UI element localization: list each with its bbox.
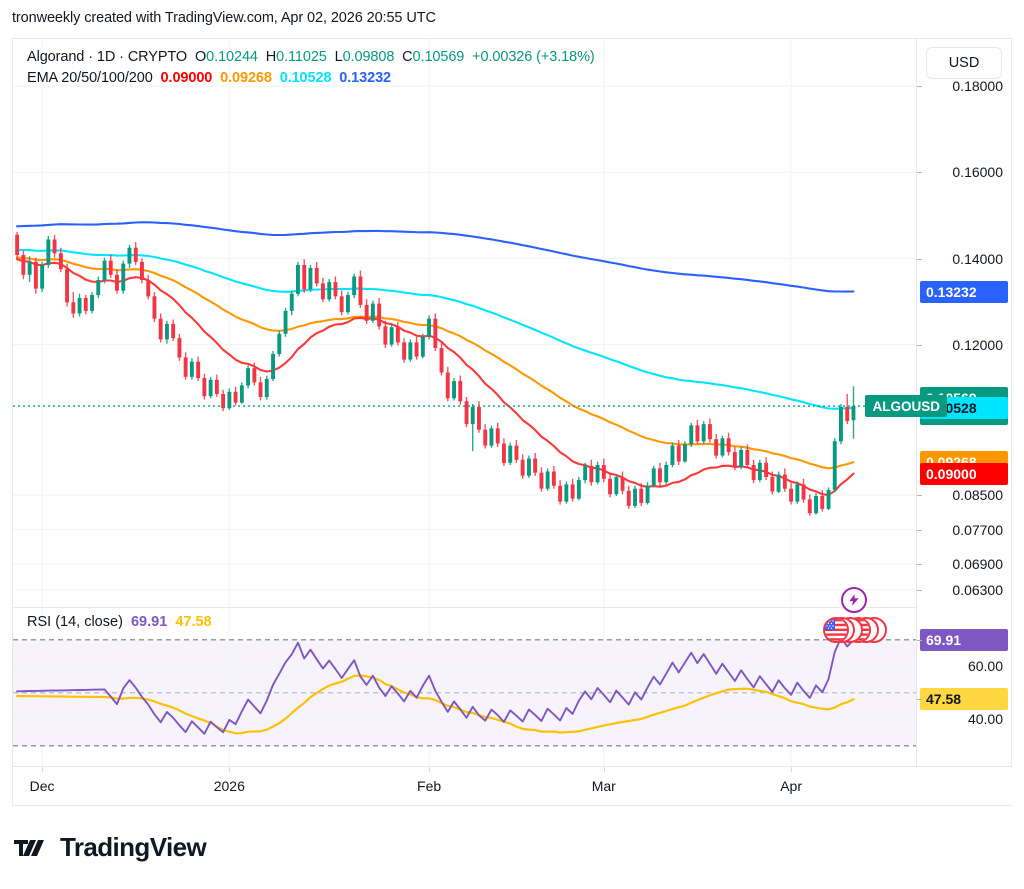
tag-value: 0.09000	[926, 465, 977, 482]
tag-value: 0.13232	[926, 283, 977, 300]
rsi-tick-label: 60.00	[967, 658, 1003, 675]
price-tick-label: 0.06900	[952, 556, 1003, 572]
price-tick-mark	[917, 495, 922, 497]
rsi-chart-canvas	[13, 608, 918, 767]
time-tick-label: Dec	[29, 778, 55, 794]
tradingview-logo: TradingView	[14, 832, 207, 863]
time-tick-label: 2026	[213, 778, 245, 794]
legend-symbol-name[interactable]: Algorand	[27, 49, 85, 65]
price-tick-label: 0.06300	[952, 581, 1003, 598]
ema200-tag[interactable]: 0.13232	[920, 280, 1008, 303]
rsi-tick-mark	[917, 699, 922, 701]
rsi-legend-value: 69.91	[130, 614, 168, 630]
legend-high-value: 0.11025	[276, 49, 327, 65]
tradingview-wordmark: TradingView	[60, 832, 207, 862]
price-tick-mark	[917, 258, 922, 260]
price-tick-label: 0.12000	[952, 336, 1003, 353]
rsi-pane[interactable]	[13, 608, 918, 767]
price-tick-label: 0.14000	[952, 250, 1003, 267]
legend-open-value: 0.10244	[206, 49, 258, 65]
chart-frame: ALGOUSD	[12, 38, 1013, 806]
price-chart-canvas	[13, 39, 918, 607]
price-tick-mark	[917, 172, 922, 174]
pane-divider	[13, 607, 918, 608]
time-tick-mark	[791, 767, 793, 772]
legend-open-key: O	[194, 49, 207, 65]
tag-value: 47.58	[926, 691, 962, 708]
price-tick-mark	[917, 529, 922, 531]
time-tick-label: Feb	[417, 778, 442, 794]
ema-legend[interactable]: EMA 20/50/100/200 0.09000 0.09268 0.1052…	[27, 70, 391, 86]
time-tick-label: Mar	[591, 778, 616, 794]
time-tick-mark	[229, 767, 231, 772]
price-tick-mark	[917, 86, 922, 88]
ema200-value: 0.13232	[339, 70, 391, 86]
ema20-value: 0.09000	[160, 70, 213, 86]
price-tick-label: 0.16000	[952, 164, 1003, 181]
legend-sep-2: ·	[119, 49, 124, 65]
rsi-legend[interactable]: RSI (14, close) 69.91 47.58	[27, 614, 212, 630]
price-tick-label: 0.07700	[952, 521, 1003, 538]
price-tick-label: 0.18000	[952, 78, 1003, 95]
price-tick-mark	[917, 564, 922, 565]
time-tick-mark	[603, 767, 605, 772]
us-economic-event-icon[interactable]	[823, 617, 888, 643]
legend-change-pct: (+3.18%)	[536, 49, 595, 65]
ema20-tag[interactable]: 0.09000	[920, 462, 1008, 485]
ema-legend-label[interactable]: EMA 20/50/100/200	[27, 70, 153, 86]
rsi-ma-tag[interactable]: 47.58	[920, 688, 1008, 711]
currency-button[interactable]: USD	[926, 47, 1002, 79]
legend-interval[interactable]: 1D	[96, 49, 116, 65]
rsi-ma-legend-value: 47.58	[175, 614, 212, 630]
time-tick-mark	[42, 767, 44, 772]
tag-value: 69.91	[926, 632, 962, 648]
legend-low-value: 0.09808	[342, 49, 395, 65]
price-tick-label: 0.08500	[952, 487, 1003, 504]
legend-close-key: C	[402, 49, 413, 65]
legend-low-key: L	[334, 49, 343, 65]
time-tick-label: Apr	[780, 778, 802, 794]
legend-change-abs: +0.00326	[472, 49, 533, 65]
price-tick-mark	[917, 589, 922, 591]
ema50-value: 0.09268	[220, 70, 272, 86]
rsi-tick-mark	[917, 640, 922, 641]
time-tick-mark	[429, 767, 431, 772]
rsi-value-tag[interactable]: 69.91	[920, 629, 1008, 651]
attribution-text: tronweekly created with TradingView.com,…	[12, 10, 436, 26]
legend-close-value: 0.10569	[412, 49, 465, 65]
price-pane[interactable]	[13, 39, 918, 607]
ema100-value: 0.10528	[279, 70, 332, 86]
rsi-tick-label: 40.00	[967, 711, 1003, 728]
time-axis[interactable]: Dec 2026 Feb Mar Apr	[13, 766, 1013, 805]
legend-exchange: CRYPTO	[127, 49, 188, 65]
rsi-legend-label[interactable]: RSI (14, close)	[27, 614, 123, 630]
plot-area[interactable]	[13, 39, 918, 767]
legend-sep-1: ·	[88, 49, 93, 65]
price-legend[interactable]: Algorand · 1D · CRYPTO O0.10244 H0.11025…	[27, 49, 595, 65]
legend-high-key: H	[265, 49, 277, 65]
tradingview-mark-icon	[14, 839, 44, 856]
symbol-price-tag: ALGOUSD	[865, 395, 947, 418]
lightning-event-icon[interactable]	[841, 587, 868, 613]
price-tick-mark	[917, 344, 922, 346]
